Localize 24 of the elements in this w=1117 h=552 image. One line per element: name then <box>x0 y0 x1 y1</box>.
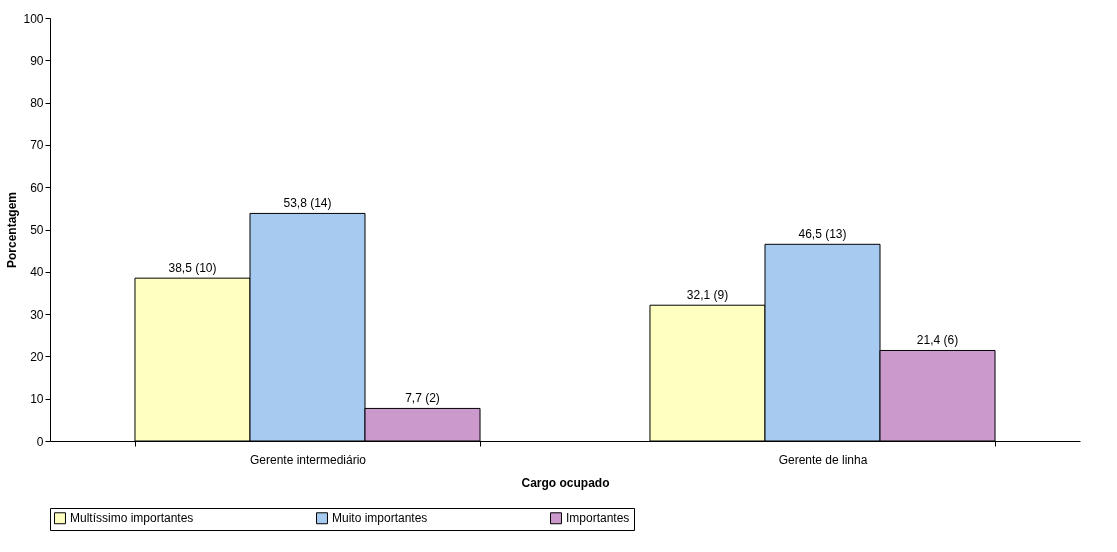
data-label: 53,8 (14) <box>283 196 332 211</box>
y-tick-label: 70 <box>30 138 44 153</box>
y-tick-label: 100 <box>23 11 44 26</box>
y-tick-label: 30 <box>30 307 44 322</box>
legend-label: Importantes <box>566 511 630 526</box>
y-tick-label: 90 <box>30 53 44 68</box>
data-label: 7,7 (2) <box>405 391 440 406</box>
x-axis-title: Cargo ocupado <box>521 475 610 490</box>
y-tick-label: 50 <box>30 223 44 237</box>
y-tick-label: 80 <box>30 96 44 111</box>
y-tick-label: 40 <box>30 265 44 280</box>
legend-label: Multíssimo importantes <box>70 511 194 526</box>
legend-label: Muito importantes <box>332 511 428 526</box>
x-tick-label: Gerente intermediário <box>249 452 367 467</box>
y-tick-label: 10 <box>30 392 44 407</box>
data-label: 38,5 (10) <box>168 261 217 276</box>
data-label: 32,1 (9) <box>686 288 729 303</box>
y-tick-label: 60 <box>30 180 44 195</box>
y-tick-label: 20 <box>30 349 44 364</box>
y-axis-title: Porcentagem <box>5 191 20 269</box>
x-tick-label: Gerente de linha <box>778 452 868 467</box>
data-label: 46,5 (13) <box>798 227 847 242</box>
y-tick-label: 0 <box>36 434 44 449</box>
data-label: 21,4 (6) <box>916 333 959 348</box>
